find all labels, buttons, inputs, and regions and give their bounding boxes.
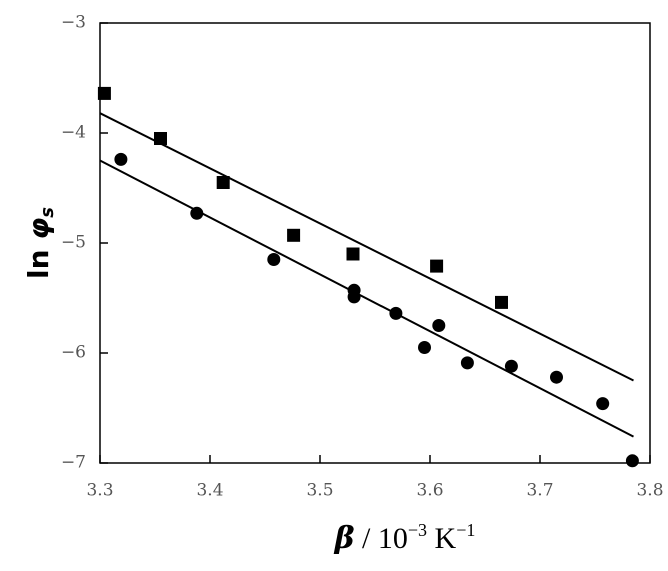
circle-point <box>347 290 361 304</box>
square-point <box>97 86 111 100</box>
circle-point <box>114 152 128 166</box>
square-point <box>430 259 444 273</box>
x-axis-label: β / 10−3 K−1 <box>334 520 476 556</box>
circle-point <box>460 356 474 370</box>
x-label-sup: −1 <box>456 520 475 540</box>
y-axis-label: ln φs <box>22 207 58 279</box>
y-tick-label: −5 <box>61 233 86 253</box>
x-tick-label: 3.7 <box>526 481 553 501</box>
fit-line <box>99 112 634 382</box>
x-label-text: / 10 <box>355 522 408 555</box>
fit-line <box>99 159 634 438</box>
circle-point <box>432 319 446 332</box>
y-tick-label: −4 <box>61 123 86 143</box>
x-tick-label: 3.6 <box>416 481 443 501</box>
x-tick-label: 3.4 <box>196 481 223 501</box>
square-point <box>346 247 360 261</box>
square-point <box>287 228 301 242</box>
circle-point <box>504 359 518 373</box>
circle-point <box>267 253 281 266</box>
y-tick-label: −7 <box>61 453 86 473</box>
x-label-unit: K <box>427 522 457 555</box>
x-tick-label: 3.3 <box>86 481 113 501</box>
circle-point <box>625 454 639 468</box>
y-tick-label: −6 <box>61 343 86 363</box>
x-tick-label: 3.5 <box>306 481 333 501</box>
plot-frame <box>99 22 651 464</box>
x-label-symbol: β <box>334 521 355 556</box>
y-tick-label: −3 <box>61 13 86 33</box>
y-label-text: ln <box>22 240 55 279</box>
x-tick-label: 3.8 <box>636 481 663 501</box>
x-label-sup: −3 <box>408 520 427 540</box>
square-point <box>154 132 167 145</box>
y-label-subscript: s <box>37 207 58 218</box>
circle-point <box>596 397 610 411</box>
circle-point <box>389 306 403 320</box>
y-label-symbol: φ <box>22 218 55 240</box>
square-point <box>495 295 508 309</box>
square-point <box>216 176 230 189</box>
circle-point <box>550 370 563 384</box>
circle-point <box>418 341 431 354</box>
circle-point <box>190 206 204 220</box>
